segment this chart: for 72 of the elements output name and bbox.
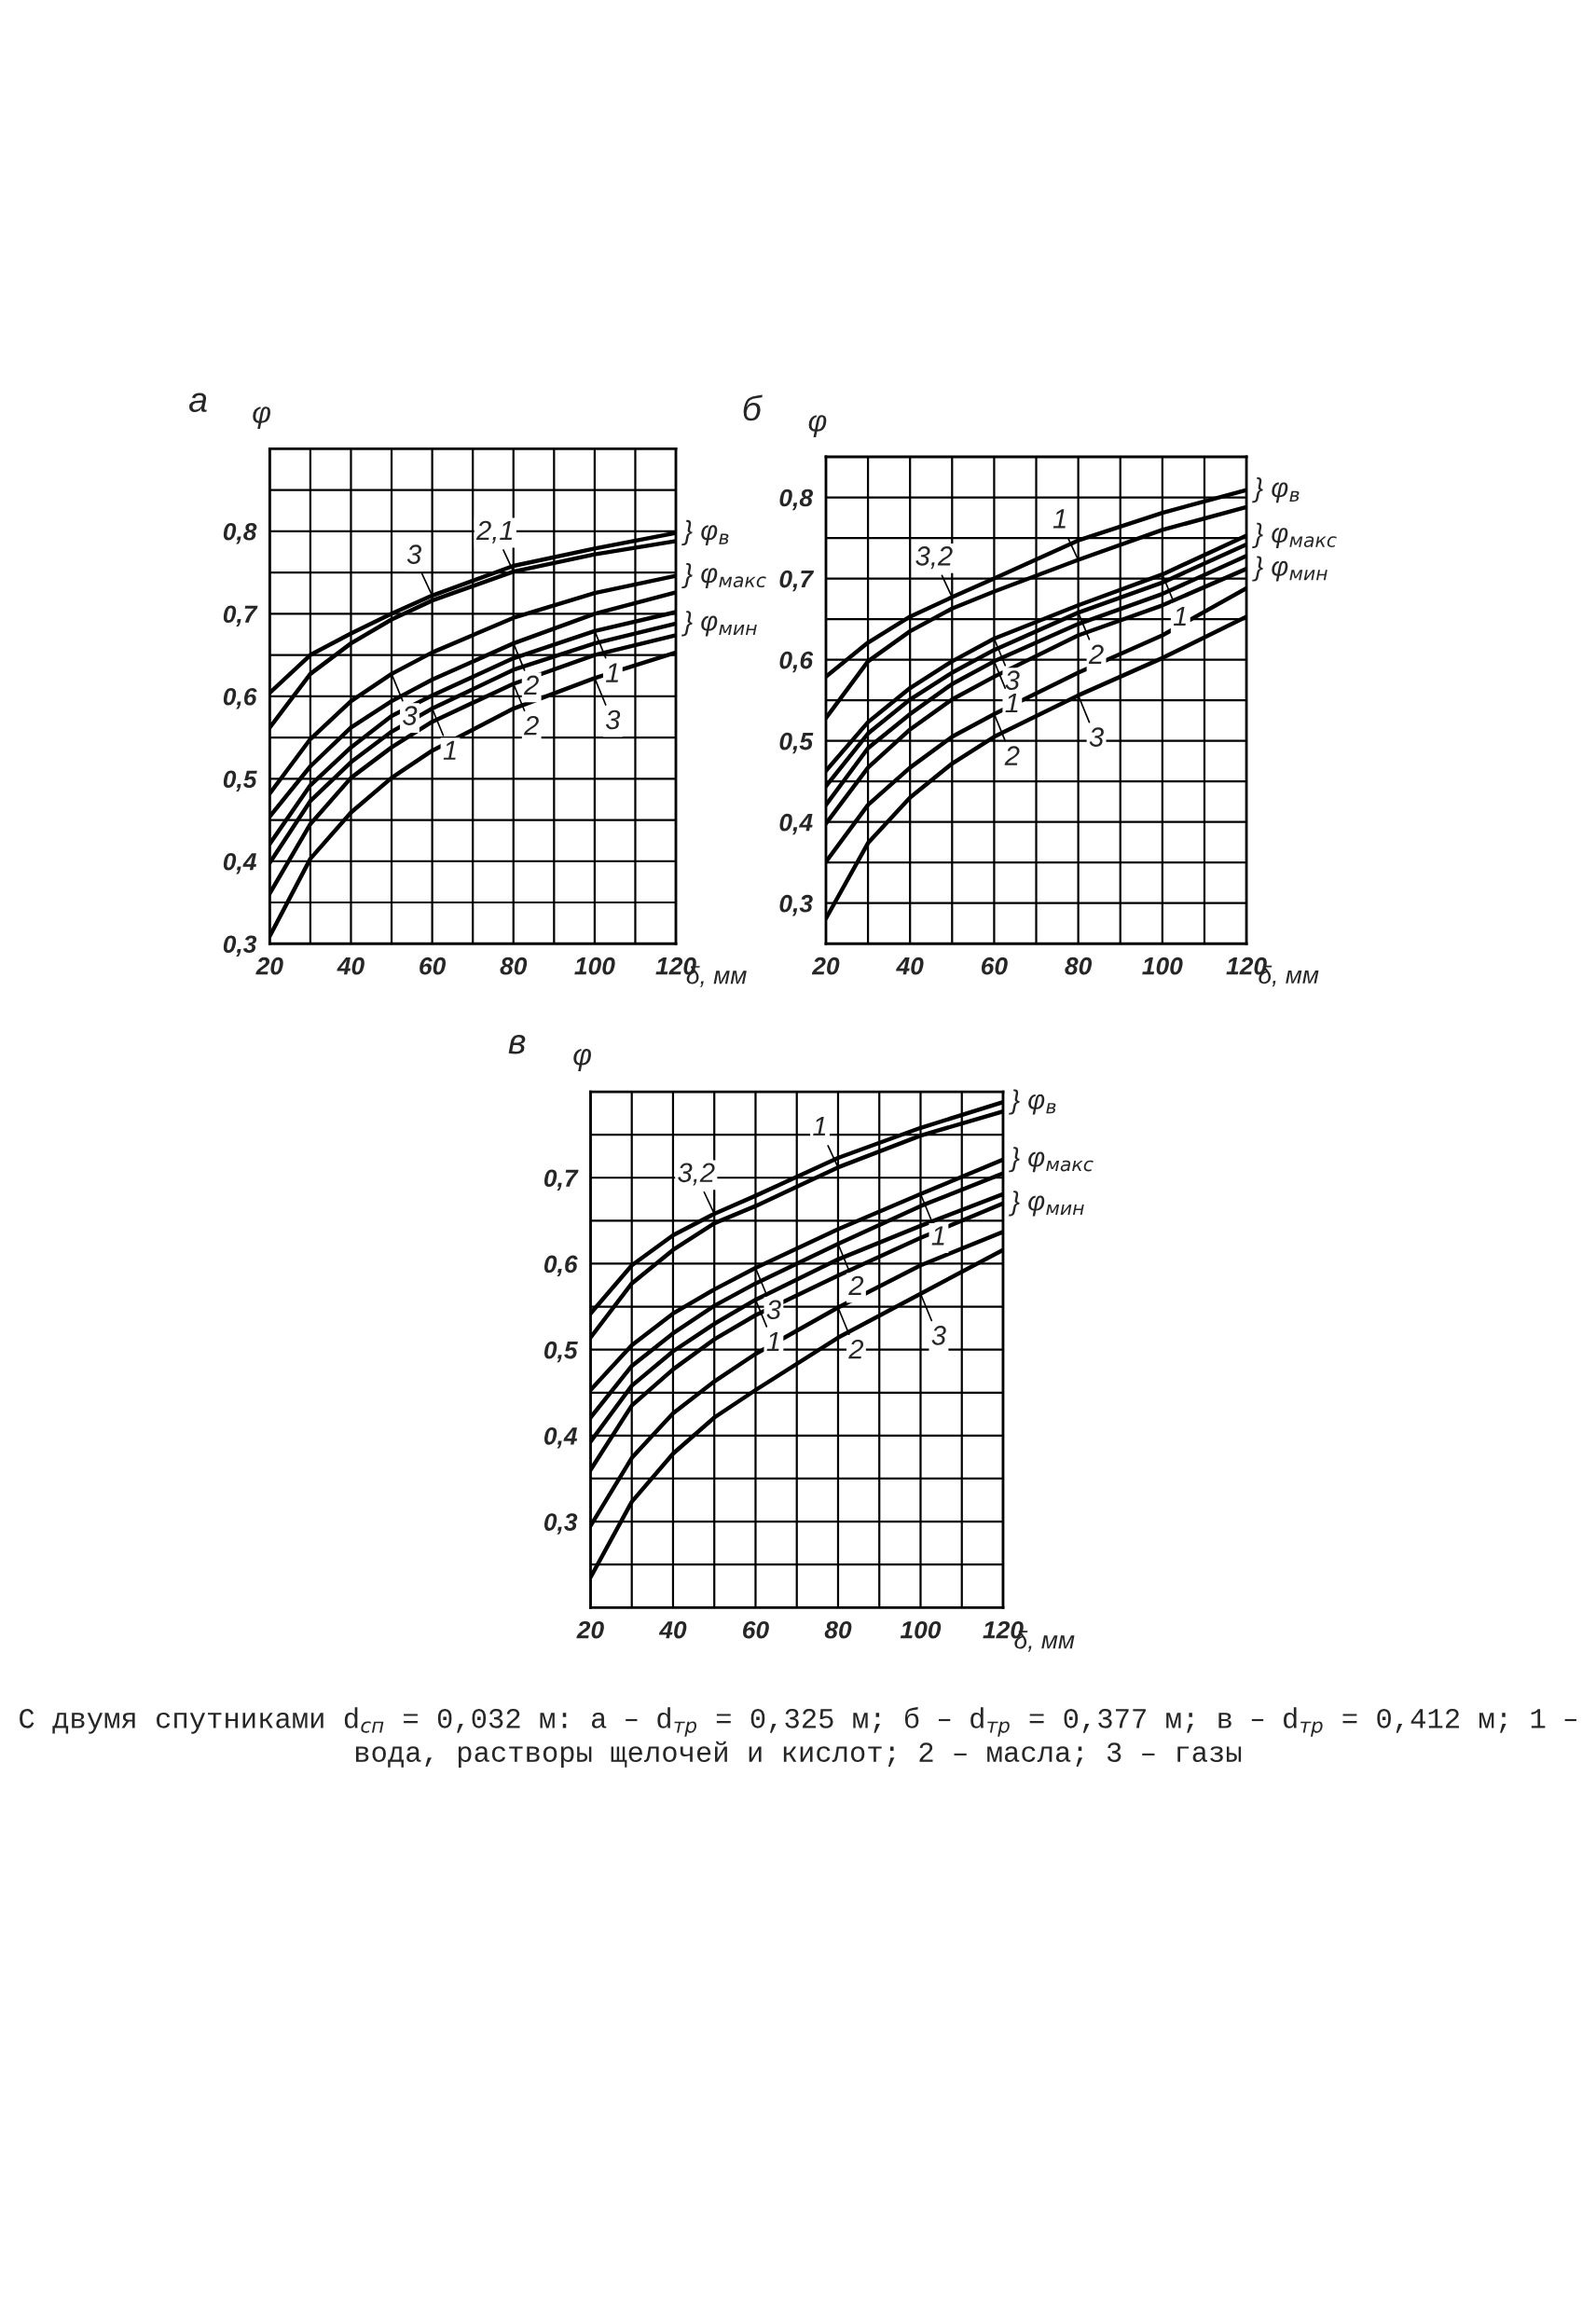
x-tick-label: 20 xyxy=(811,957,840,975)
annotation: 3 xyxy=(1005,670,1020,691)
annotation: 1 xyxy=(1053,509,1066,529)
x-tick-label: 40 xyxy=(337,957,365,975)
y-tick-label: 0,4 xyxy=(779,813,813,835)
annotation: 3,2 xyxy=(678,1163,715,1186)
annotation: 1 xyxy=(813,1116,826,1136)
y-tick-label: 0,5 xyxy=(779,732,814,754)
annotation: } φ$_{макс}$ xyxy=(681,562,766,589)
chart-title: б xyxy=(743,394,763,421)
annotation: 1 xyxy=(1005,694,1018,713)
y-axis-title: φ xyxy=(573,1049,591,1071)
x-tick-label: 60 xyxy=(420,957,447,975)
y-tick-label: 0,5 xyxy=(223,770,257,792)
x-tick-label: 80 xyxy=(1065,957,1093,975)
y-tick-label: 0,4 xyxy=(543,1427,578,1449)
annotation: } φ$_{мин}$ xyxy=(681,611,757,637)
annotation: 2,1 xyxy=(475,520,513,544)
y-tick-label: 0,6 xyxy=(543,1255,578,1277)
annotation: 2 xyxy=(523,715,539,736)
y-tick-label: 0,7 xyxy=(543,1169,579,1191)
annotation: 3 xyxy=(605,709,621,730)
annotation: } φ$_{мин}$ xyxy=(1009,1191,1084,1217)
annotation: 1 xyxy=(766,1331,779,1351)
x-tick-label: 100 xyxy=(574,957,615,975)
annotation: } φ$_{в}$ xyxy=(1009,1089,1056,1115)
annotation: 3 xyxy=(403,706,418,725)
annotation: 1 xyxy=(931,1226,944,1246)
y-tick-label: 0,6 xyxy=(223,687,257,709)
y-axis-title: φ xyxy=(808,415,827,438)
chart-title: в xyxy=(508,1035,526,1054)
annotation: 1 xyxy=(1173,606,1186,626)
x-tick-label: 100 xyxy=(1142,957,1183,975)
y-tick-label: 0,4 xyxy=(223,852,256,874)
annotation: 3 xyxy=(406,544,422,564)
annotation: 3 xyxy=(766,1300,781,1320)
y-tick-label: 0,3 xyxy=(779,894,813,916)
x-tick-label: 20 xyxy=(576,1620,604,1639)
text: С двумя спутниками d$_{сп}$ = 0,032 м: а – d$_{тр}$ = 0,325 м; б – d$_{тр}$ = 0,377 м; в – d$_{тр}$ = 0,412 м; 1 – вода, растворы щелочей и кислот; 2 – масла; 3 – газы xyxy=(20,1706,1576,1768)
annotation: } φ$_{макс}$ xyxy=(1252,522,1337,548)
annotation: 2 xyxy=(848,1339,864,1359)
annotation: 1 xyxy=(605,663,618,682)
annotation: 2 xyxy=(523,675,539,695)
x-tick-label: 80 xyxy=(500,957,528,975)
annotation: } φ$_{мин}$ xyxy=(1252,556,1328,582)
x-tick-label: 60 xyxy=(981,957,1008,975)
annotation: } φ$_{макс}$ xyxy=(1009,1147,1094,1173)
y-tick-label: 0,5 xyxy=(543,1341,578,1363)
annotation: } φ$_{в}$ xyxy=(1252,476,1300,503)
x-tick-label: 60 xyxy=(743,1620,769,1639)
annotation: 3,2 xyxy=(915,546,953,570)
annotation: 1 xyxy=(443,740,456,760)
x-tick-label: 80 xyxy=(824,1620,852,1639)
y-tick-label: 0,3 xyxy=(543,1513,578,1535)
x-tick-label: 20 xyxy=(255,957,283,975)
annotation: 2 xyxy=(1088,644,1104,664)
y-tick-label: 0,8 xyxy=(223,522,257,544)
annotation: } φ$_{в}$ xyxy=(681,519,729,546)
x-tick-label: 100 xyxy=(900,1620,942,1639)
annotation: 3 xyxy=(1089,727,1104,747)
y-axis-title: φ xyxy=(253,406,271,430)
x-tick-label: 40 xyxy=(896,957,924,975)
annotation: 2 xyxy=(1004,746,1020,765)
chart-title: а xyxy=(189,392,207,413)
annotation: 2 xyxy=(848,1275,864,1296)
y-tick-label: 0,3 xyxy=(223,935,257,957)
x-tick-label: 40 xyxy=(658,1620,687,1639)
y-tick-label: 0,7 xyxy=(779,570,815,592)
y-tick-label: 0,8 xyxy=(779,489,814,511)
annotation: 3 xyxy=(931,1326,946,1345)
y-tick-label: 0,7 xyxy=(223,605,258,626)
y-tick-label: 0,6 xyxy=(779,651,814,673)
